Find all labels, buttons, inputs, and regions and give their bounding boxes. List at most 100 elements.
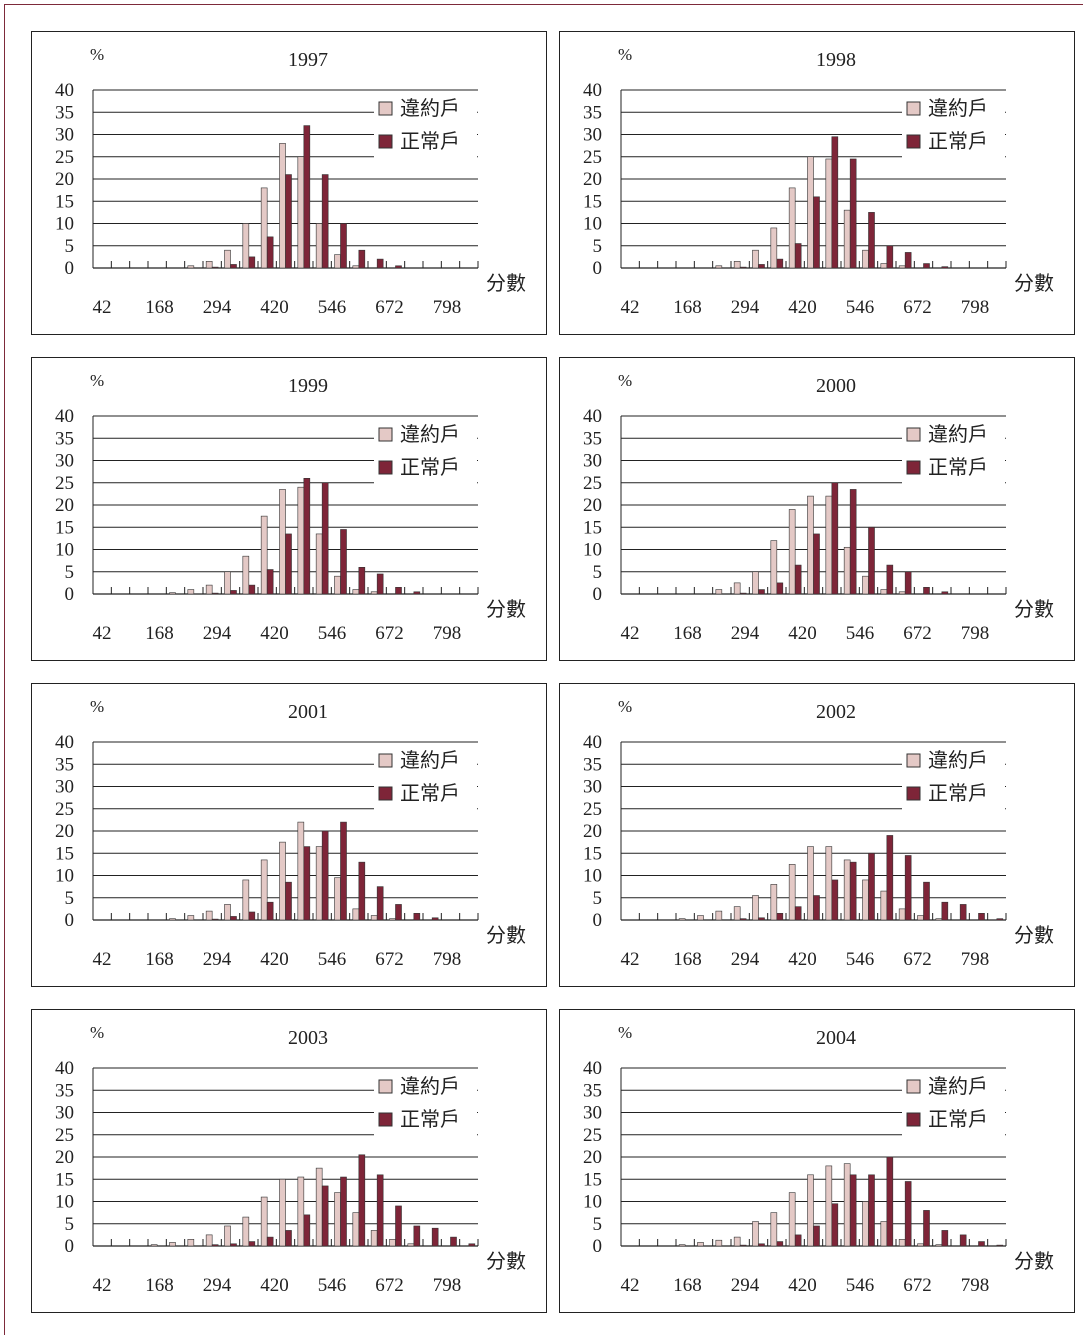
bar-default (917, 1243, 924, 1247)
x-tick-label: 168 (673, 949, 702, 970)
chart-title: 2000 (816, 375, 856, 397)
y-tick-label: 15 (583, 191, 602, 212)
x-tick-label: 168 (673, 623, 702, 644)
y-unit-label: % (618, 697, 632, 716)
bar-default (807, 846, 814, 921)
bar-normal (886, 564, 894, 595)
bar-normal (941, 591, 949, 595)
x-tick-label: 294 (203, 949, 232, 970)
bar-default (334, 254, 341, 269)
y-tick-label: 15 (55, 1169, 74, 1190)
bar-normal (248, 1241, 256, 1247)
bar-normal (395, 1205, 402, 1247)
bar-default (678, 918, 686, 921)
legend-label-normal: 正常戶 (400, 781, 460, 805)
bar-normal (303, 478, 311, 595)
y-tick-label: 20 (55, 1147, 74, 1168)
bar-default (334, 1192, 341, 1247)
x-tick-label: 420 (260, 1275, 289, 1296)
y-tick-label: 5 (593, 562, 603, 583)
bar-normal (358, 861, 366, 921)
x-tick-label: 420 (788, 623, 817, 644)
x-tick-label: 420 (260, 949, 289, 970)
chart-panel-2004: % 2004 0 5 10 15 20 25 30 35 40 42 168 294 420 546 672 79… (559, 1009, 1075, 1313)
bar-normal (303, 1214, 311, 1247)
y-tick-label: 35 (55, 754, 74, 775)
bar-default (187, 1239, 195, 1247)
y-tick-label: 5 (593, 236, 603, 257)
bar-normal (211, 918, 219, 921)
bar-normal (794, 564, 802, 595)
bar-default (352, 1212, 360, 1247)
bar-default (788, 509, 796, 595)
bar-default (880, 890, 888, 921)
bar-default (880, 263, 888, 269)
legend-label-normal: 正常戶 (400, 1107, 460, 1131)
bar-normal (886, 1156, 894, 1247)
x-tick-label: 672 (375, 949, 404, 970)
bar-default (825, 1165, 833, 1247)
bar-normal (886, 245, 894, 269)
legend-swatch-normal (378, 786, 393, 801)
bar-default (352, 265, 360, 269)
chart-title: 2002 (816, 701, 856, 723)
bar-normal (794, 906, 802, 921)
bar-normal (758, 917, 765, 921)
y-tick-label: 5 (593, 1214, 603, 1235)
bar-normal (941, 1230, 949, 1247)
bar-default (352, 908, 360, 921)
y-tick-label: 25 (583, 473, 602, 494)
y-tick-label: 25 (55, 473, 74, 494)
bar-normal (923, 587, 930, 595)
y-tick-label: 20 (583, 169, 602, 190)
y-tick-label: 0 (65, 910, 75, 931)
y-unit-label: % (90, 697, 104, 716)
bar-default (224, 249, 231, 269)
bar-normal (266, 236, 274, 269)
x-tick-label: 42 (621, 1275, 640, 1296)
bar-normal (395, 904, 402, 921)
x-unit-label: 分數 (1014, 923, 1054, 947)
y-unit-label: % (90, 45, 104, 64)
x-tick-label: 798 (433, 623, 462, 644)
chart-panel-2001: % 2001 0 5 10 15 20 25 30 35 40 42 168 294 420 546 672 79… (31, 683, 547, 987)
bar-normal (904, 571, 912, 595)
bar-normal (376, 1174, 384, 1247)
x-unit-label: 分數 (486, 597, 526, 621)
bar-normal (358, 1154, 366, 1247)
x-tick-label: 294 (731, 1275, 760, 1296)
y-tick-label: 0 (593, 258, 603, 279)
bar-default (752, 249, 759, 269)
bar-default (807, 156, 814, 269)
bar-normal (831, 136, 839, 269)
bar-default (862, 575, 869, 595)
bar-normal (376, 258, 384, 269)
bar-normal (303, 125, 311, 269)
bar-normal (321, 482, 329, 595)
legend-swatch-normal (378, 134, 393, 149)
x-tick-label: 420 (788, 1275, 817, 1296)
y-tick-label: 15 (583, 1169, 602, 1190)
chart-title: 1998 (816, 49, 856, 71)
y-tick-label: 10 (55, 214, 74, 235)
bar-default (260, 515, 268, 595)
bar-default (715, 589, 723, 595)
x-tick-label: 294 (731, 623, 760, 644)
x-tick-label: 546 (846, 297, 875, 318)
bar-normal (996, 1244, 1004, 1247)
chart-panel-2000: % 2000 0 5 10 15 20 25 30 35 40 42 168 294 420 546 672 79… (559, 357, 1075, 661)
x-tick-label: 798 (961, 949, 990, 970)
legend-label-normal: 正常戶 (400, 129, 460, 153)
bar-normal (248, 911, 256, 921)
page-frame (4, 4, 1083, 1335)
chart-title: 1997 (288, 49, 328, 71)
bar-default (825, 846, 833, 921)
y-unit-label: % (90, 1023, 104, 1042)
bar-normal (431, 1227, 439, 1247)
y-tick-label: 40 (55, 406, 74, 427)
bar-normal (395, 587, 402, 595)
x-tick-label: 672 (375, 297, 404, 318)
legend-label-default: 違約戶 (400, 422, 460, 446)
